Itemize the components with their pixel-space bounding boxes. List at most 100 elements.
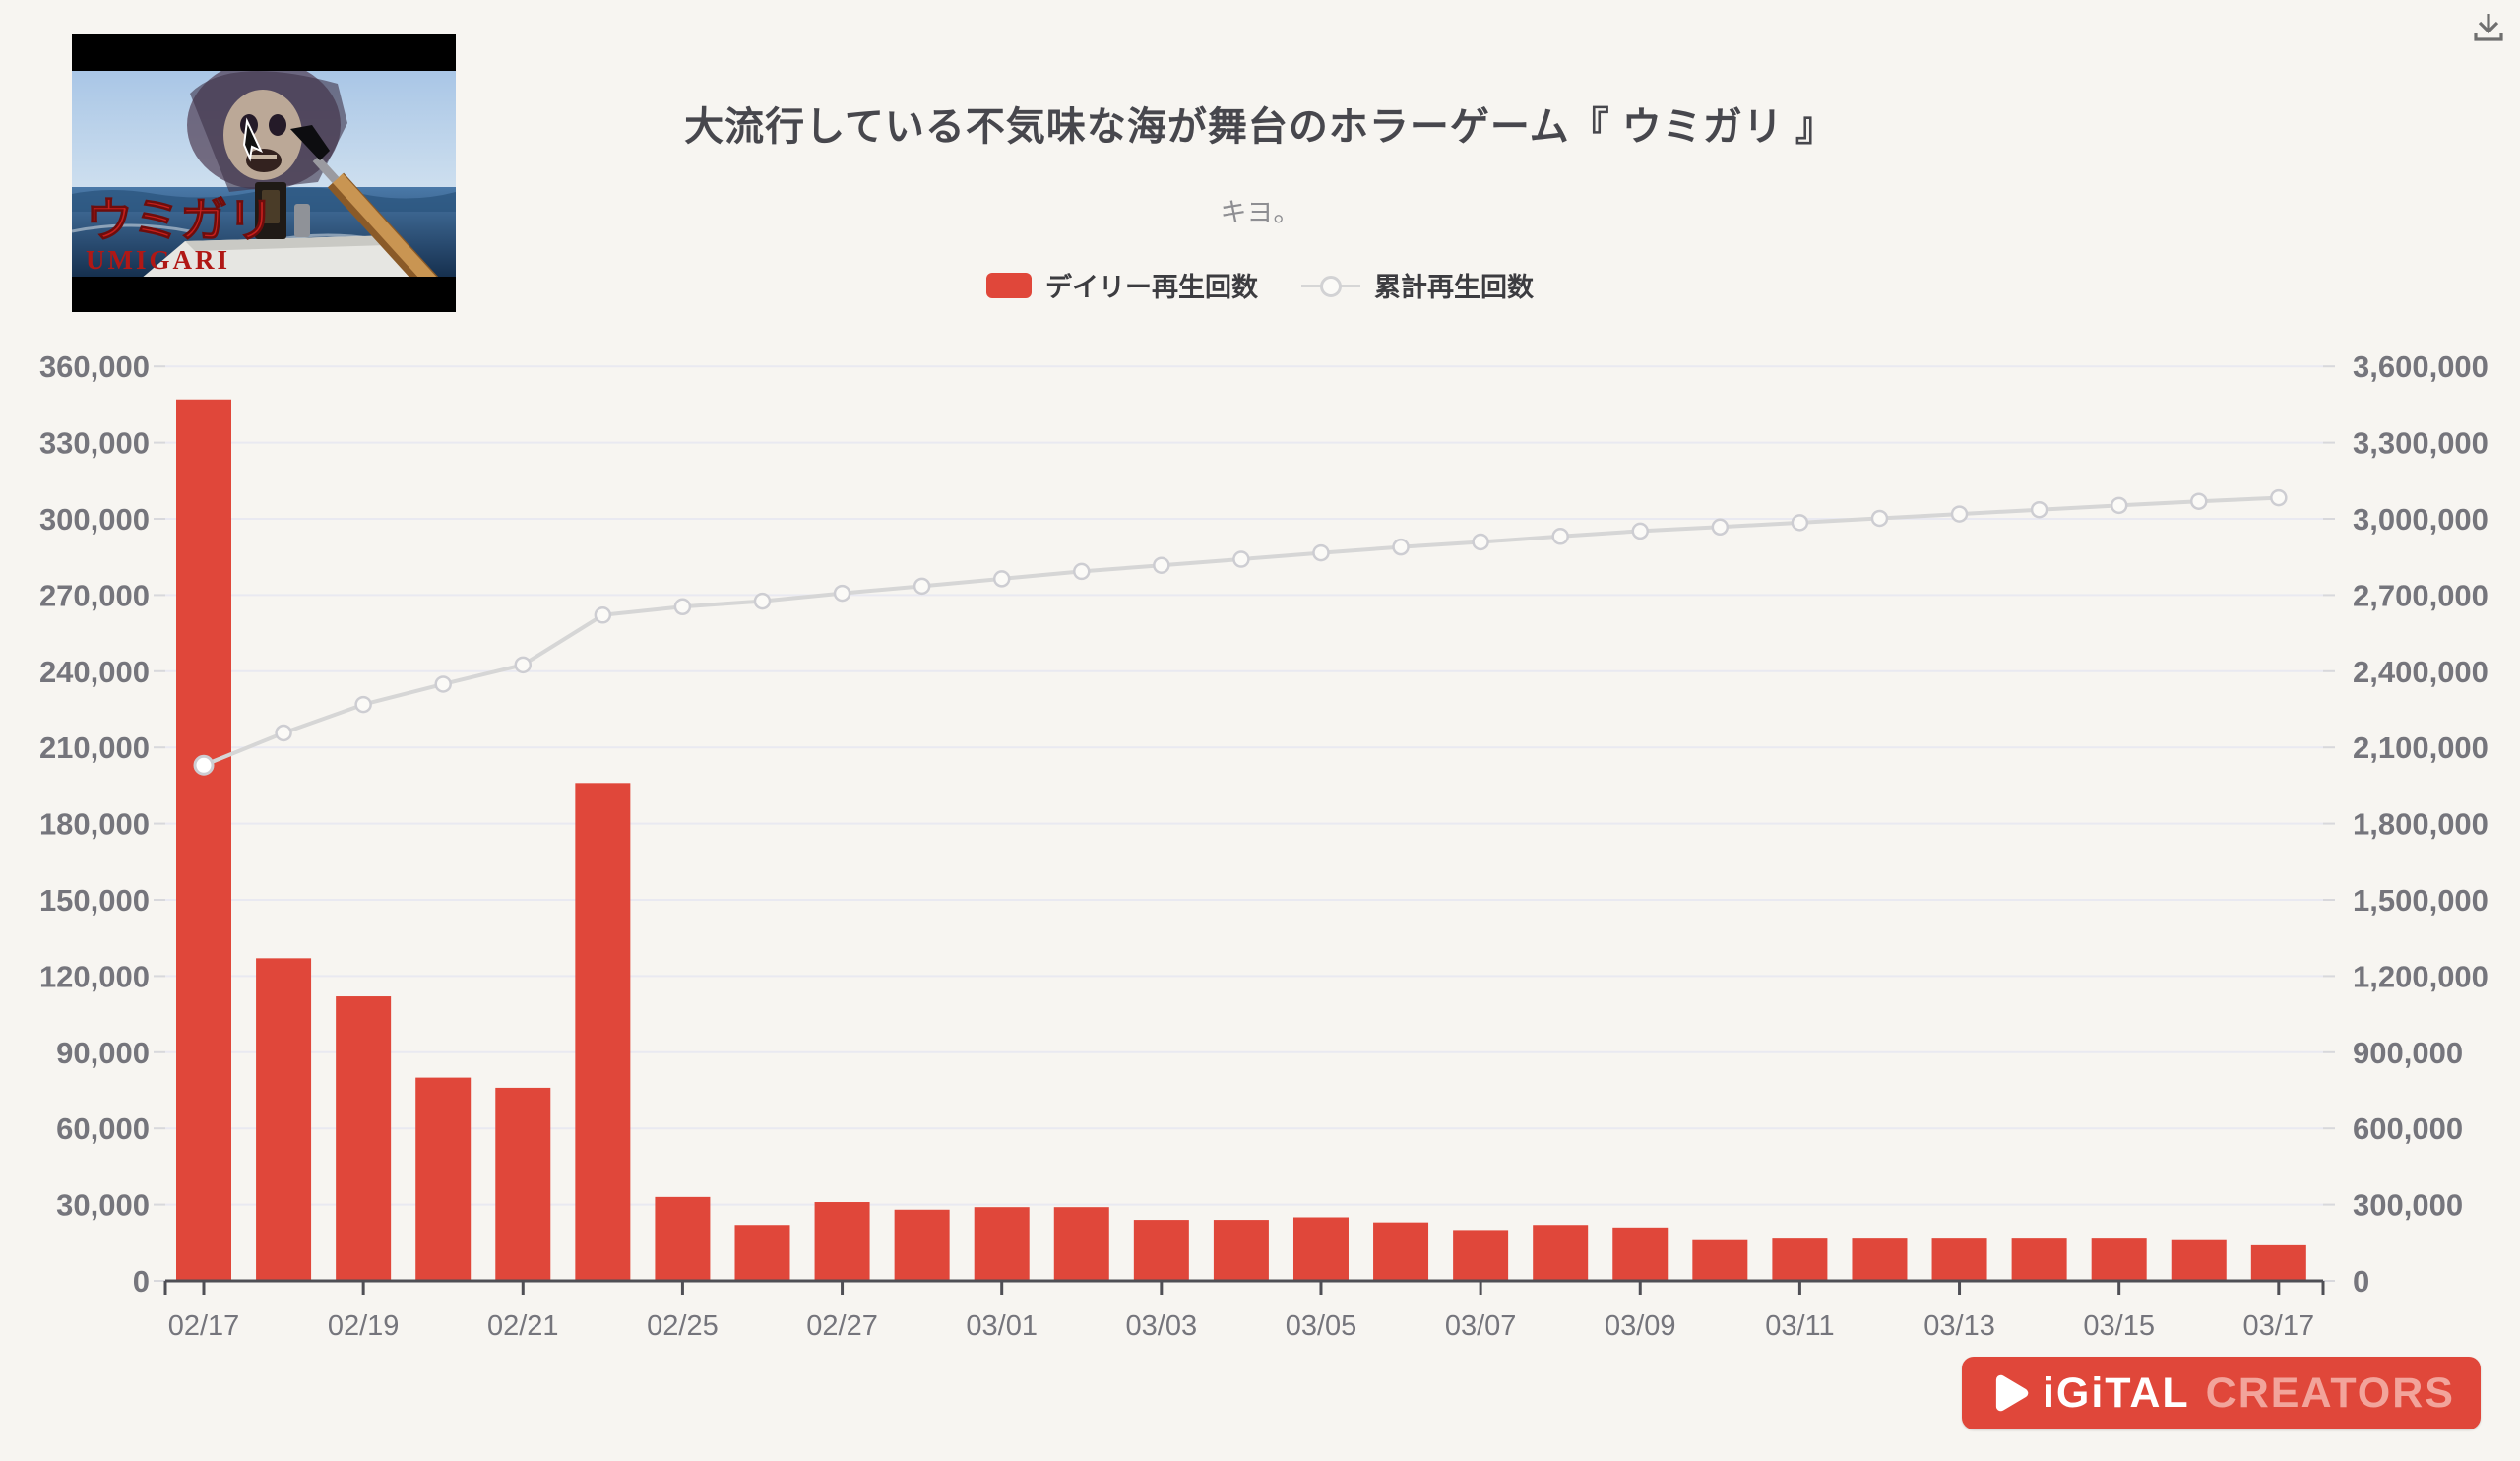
ghost-face	[187, 60, 347, 192]
bar-series-swatch	[986, 272, 1032, 298]
point-02/26[interactable]	[753, 592, 772, 610]
bar-03/04[interactable]	[1213, 1220, 1269, 1281]
bar-03/10[interactable]	[1692, 1239, 1748, 1281]
point-02/19[interactable]	[354, 695, 372, 714]
right-axis-label: 1,800,000	[2353, 807, 2488, 842]
legend-label: 累計再生回数	[1374, 273, 1534, 302]
page-title: 大流行している不気味な海が舞台のホラーゲーム『 ウミガリ 』	[684, 105, 1836, 149]
bar-03/17[interactable]	[2250, 1244, 2306, 1281]
bar-03/09[interactable]	[1612, 1227, 1669, 1281]
bar-03/12[interactable]	[1852, 1238, 1908, 1281]
bar-03/07[interactable]	[1453, 1230, 1509, 1281]
right-axis-label: 600,000	[2353, 1112, 2463, 1146]
left-axis-label: 0	[133, 1264, 150, 1299]
legend-label: デイリー再生回数	[1045, 273, 1258, 302]
point-03/12[interactable]	[1870, 509, 1889, 528]
right-axis-label: 1,500,000	[2353, 883, 2488, 918]
left-axis-label: 210,000	[39, 730, 150, 765]
bar-03/05[interactable]	[1292, 1217, 1349, 1282]
point-03/17[interactable]	[2270, 488, 2288, 507]
left-axis-label: 150,000	[39, 883, 150, 918]
bar-02/23[interactable]	[575, 783, 631, 1281]
point-02/17[interactable]	[193, 754, 215, 776]
point-03/04[interactable]	[1232, 550, 1250, 568]
bar-03/08[interactable]	[1533, 1225, 1589, 1281]
x-axis-label: 03/03	[1126, 1310, 1198, 1342]
bar-03/16[interactable]	[2171, 1239, 2227, 1281]
point-03/02[interactable]	[1073, 562, 1091, 581]
point-03/11[interactable]	[1791, 514, 1809, 532]
bar-03/03[interactable]	[1133, 1220, 1189, 1281]
point-02/18[interactable]	[275, 724, 292, 742]
point-03/05[interactable]	[1312, 543, 1330, 562]
bar-03/02[interactable]	[1053, 1207, 1109, 1281]
right-axis-label: 1,200,000	[2353, 959, 2488, 993]
left-axis-label: 270,000	[39, 578, 150, 612]
cumulative-line	[202, 495, 2281, 768]
x-axis-label: 03/15	[2083, 1310, 2155, 1342]
thumbnail-title-jp: ウミガリ	[86, 195, 275, 247]
right-axis-label: 300,000	[2353, 1188, 2463, 1223]
x-axis-label: 03/07	[1445, 1310, 1517, 1342]
right-axis-label: 3,600,000	[2353, 349, 2488, 384]
video-thumbnail: ウミガリ UMIGARI	[72, 34, 456, 312]
bar-02/20[interactable]	[415, 1077, 472, 1281]
bar-02/26[interactable]	[734, 1225, 790, 1281]
point-03/09[interactable]	[1631, 522, 1650, 540]
bar-03/15[interactable]	[2091, 1238, 2147, 1281]
bar-02/21[interactable]	[495, 1087, 551, 1281]
download-button[interactable]	[2465, 4, 2512, 51]
line-series-swatch	[1301, 273, 1360, 298]
point-02/23[interactable]	[594, 606, 612, 624]
point-03/10[interactable]	[1711, 518, 1730, 537]
point-03/07[interactable]	[1472, 533, 1489, 551]
bar-03/14[interactable]	[2011, 1238, 2067, 1281]
bar-02/28[interactable]	[894, 1209, 950, 1281]
left-axis-label: 360,000	[39, 349, 150, 384]
left-axis-label: 120,000	[39, 959, 150, 993]
bar-02/25[interactable]	[655, 1196, 711, 1281]
bar-02/19[interactable]	[336, 996, 392, 1281]
point-03/06[interactable]	[1392, 538, 1410, 556]
point-02/28[interactable]	[913, 577, 931, 596]
legend-item-cumulative-views[interactable]: 累計再生回数	[1301, 266, 1534, 304]
logo-text-digital: iGiTAL	[2042, 1368, 2190, 1417]
x-axis-label: 03/13	[1923, 1310, 1995, 1342]
point-03/14[interactable]	[2030, 500, 2048, 519]
x-axis-label: 02/25	[647, 1310, 719, 1342]
cursor-icon	[242, 117, 264, 162]
point-03/03[interactable]	[1153, 556, 1170, 574]
logo-text-creators: CREATORS	[2205, 1368, 2455, 1417]
point-02/27[interactable]	[833, 584, 851, 603]
x-axis-label: 03/17	[2243, 1310, 2315, 1342]
bar-03/01[interactable]	[974, 1207, 1030, 1281]
right-axis-label: 3,300,000	[2353, 426, 2488, 461]
channel-name: キヨ。	[1220, 198, 1300, 227]
bar-03/11[interactable]	[1772, 1238, 1828, 1281]
point-03/08[interactable]	[1551, 528, 1569, 545]
bar-02/17[interactable]	[176, 399, 231, 1281]
right-axis-label: 3,000,000	[2353, 502, 2488, 537]
bar-02/18[interactable]	[256, 958, 312, 1281]
point-03/16[interactable]	[2190, 492, 2208, 510]
left-axis-label: 60,000	[56, 1112, 150, 1146]
point-02/21[interactable]	[514, 656, 533, 674]
left-axis-label: 30,000	[56, 1188, 150, 1223]
bar-03/06[interactable]	[1373, 1222, 1429, 1281]
left-axis-label: 90,000	[56, 1036, 150, 1070]
bar-03/13[interactable]	[1931, 1238, 1987, 1281]
point-02/25[interactable]	[673, 598, 692, 616]
x-axis-label: 03/11	[1765, 1310, 1834, 1342]
bar-02/27[interactable]	[814, 1202, 870, 1281]
point-03/01[interactable]	[992, 570, 1011, 588]
legend-item-daily-views[interactable]: デイリー再生回数	[986, 266, 1258, 304]
point-03/15[interactable]	[2110, 496, 2128, 515]
point-03/13[interactable]	[1950, 505, 1969, 523]
digital-creators-logo: iGiTAL CREATORS	[1961, 1357, 2481, 1429]
point-02/20[interactable]	[434, 675, 452, 693]
thumbnail-title-en: UMIGARI	[86, 245, 230, 275]
winch-device	[255, 182, 310, 239]
right-axis-label: 2,700,000	[2353, 578, 2488, 612]
left-axis-label: 180,000	[39, 807, 150, 842]
